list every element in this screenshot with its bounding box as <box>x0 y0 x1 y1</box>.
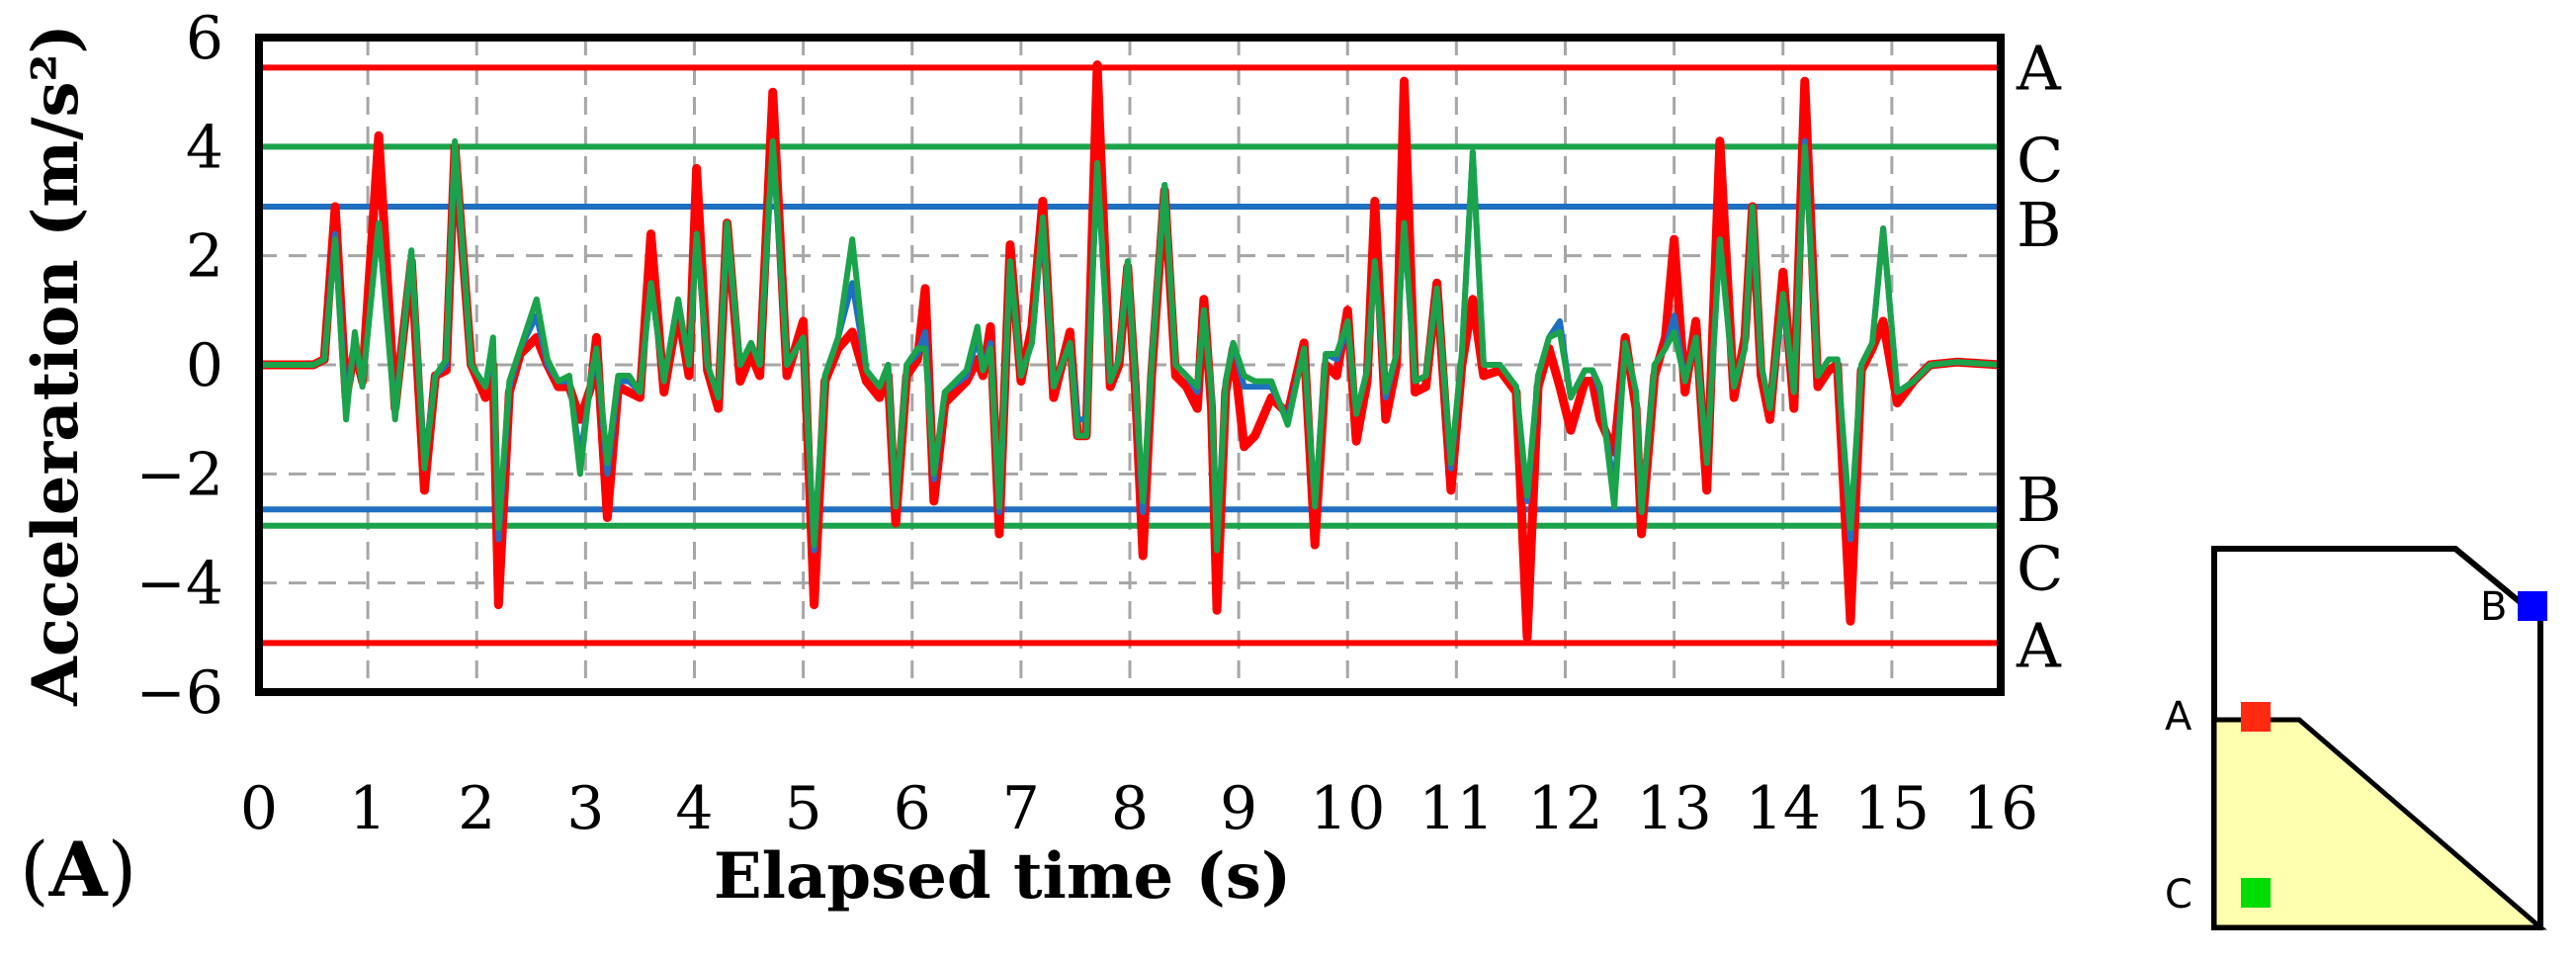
plot-frame <box>255 34 2005 696</box>
x-tick-16: 16 <box>1963 774 2038 843</box>
x-tick-1: 1 <box>349 774 386 843</box>
x-tick-8: 8 <box>1111 774 1149 843</box>
threshold-label-a-5: A <box>2016 609 2062 681</box>
x-tick-11: 11 <box>1418 774 1494 843</box>
y-axis-title: Acceleration (m/s²) <box>19 24 93 707</box>
y-tick-6: 6 <box>186 4 223 73</box>
panel-label-close: ) <box>108 826 137 914</box>
series-line-2 <box>259 137 2001 554</box>
x-tick-14: 14 <box>1746 774 1821 843</box>
y-tick--4: −4 <box>136 550 223 619</box>
inset-highlight-region <box>2211 717 2547 930</box>
threshold-label-b-3: B <box>2017 464 2062 536</box>
sensor-a-label: A <box>2165 694 2192 740</box>
sensor-b-marker <box>2518 591 2547 621</box>
panel-label-letter: A <box>48 826 109 914</box>
x-tick-12: 12 <box>1527 774 1602 843</box>
x-tick-3: 3 <box>566 774 604 843</box>
threshold-label-a-0: A <box>2016 32 2062 104</box>
sensor-c-marker <box>2241 878 2271 908</box>
threshold-lines <box>259 64 2001 647</box>
x-tick-7: 7 <box>1002 774 1040 843</box>
x-tick-10: 10 <box>1310 774 1385 843</box>
panel-label-open: ( <box>20 826 49 914</box>
panel-label: (A) <box>20 826 136 914</box>
threshold-label-b-2: B <box>2017 189 2062 261</box>
x-tick-13: 13 <box>1636 774 1711 843</box>
x-tick-2: 2 <box>458 774 495 843</box>
y-tick-labels: −6 −4 −2 0 2 4 6 <box>136 4 223 728</box>
y-tick--6: −6 <box>136 658 223 728</box>
y-tick--2: −2 <box>136 440 223 509</box>
threshold-label-c-1: C <box>2017 124 2063 196</box>
x-tick-6: 6 <box>894 774 931 843</box>
y-tick-4: 4 <box>186 113 223 182</box>
x-tick-labels: 0 1 2 3 4 5 6 7 8 9 10 11 12 13 14 15 16 <box>240 774 2038 843</box>
x-tick-9: 9 <box>1220 774 1257 843</box>
sensor-a-marker <box>2241 702 2271 732</box>
y-tick-2: 2 <box>186 222 223 292</box>
x-axis-title: Elapsed time (s) <box>714 839 1291 914</box>
x-tick-4: 4 <box>675 774 713 843</box>
threshold-label-c-4: C <box>2017 533 2063 605</box>
sensor-b-label: B <box>2480 584 2507 630</box>
x-tick-0: 0 <box>240 774 278 843</box>
x-tick-5: 5 <box>785 774 822 843</box>
sensor-c-label: C <box>2165 872 2192 917</box>
series-group <box>259 60 2001 643</box>
x-tick-15: 15 <box>1854 774 1930 843</box>
y-tick-0: 0 <box>186 331 223 400</box>
sensor-location-inset: B A C <box>2165 546 2547 930</box>
